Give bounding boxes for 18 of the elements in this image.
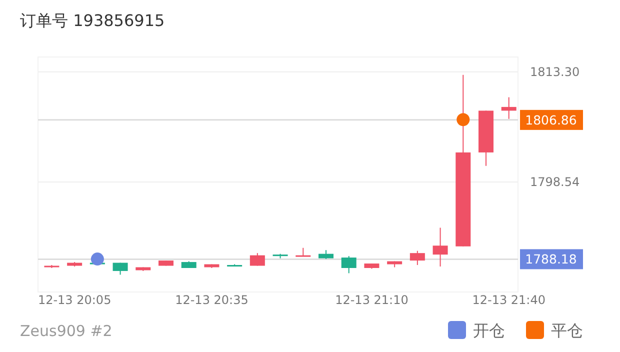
x-tick-label: 12-13 21:40: [472, 293, 546, 307]
candlestick: [432, 227, 448, 267]
legend-label: 开仓: [473, 321, 505, 340]
ref-line-label: 1806.86: [525, 112, 577, 128]
x-tick-label: 12-13 20:05: [38, 293, 112, 307]
x-tick-label: 12-13 20:35: [175, 293, 248, 307]
candlestick: [410, 250, 425, 266]
y-tick-label: 1813.30: [530, 64, 580, 79]
legend-label: 平仓: [551, 321, 583, 340]
text: Zeus909 #2: [20, 322, 112, 340]
candlestick: [296, 247, 311, 257]
candlestick: [501, 96, 516, 120]
candlestick: [341, 256, 356, 274]
chart-title: 订单号 193856915: [20, 11, 165, 30]
x-tick-label: 12-13 21:10: [335, 293, 408, 307]
ref-line-label: 1788.18: [525, 252, 577, 267]
y-tick-label: 1798.54: [530, 174, 580, 189]
candlestick: [250, 252, 265, 266]
